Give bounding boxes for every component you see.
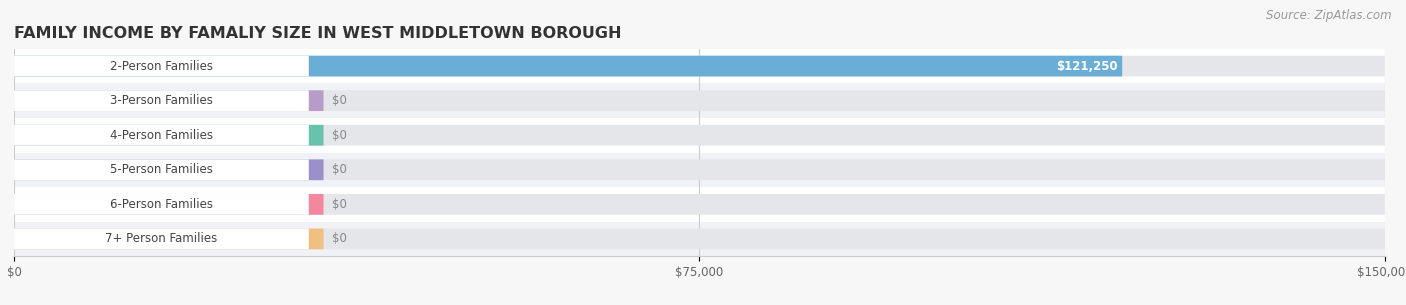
Text: $0: $0: [332, 129, 347, 142]
FancyBboxPatch shape: [14, 228, 1385, 249]
Text: $0: $0: [332, 198, 347, 211]
Text: 4-Person Families: 4-Person Families: [110, 129, 212, 142]
FancyBboxPatch shape: [14, 56, 1122, 77]
FancyBboxPatch shape: [14, 90, 309, 111]
FancyBboxPatch shape: [14, 160, 1385, 180]
FancyBboxPatch shape: [14, 125, 1385, 145]
Bar: [14, 222, 1385, 256]
Text: 6-Person Families: 6-Person Families: [110, 198, 212, 211]
Bar: [14, 83, 1385, 118]
FancyBboxPatch shape: [14, 160, 323, 180]
FancyBboxPatch shape: [14, 90, 1385, 111]
FancyBboxPatch shape: [14, 125, 323, 145]
FancyBboxPatch shape: [14, 90, 323, 111]
FancyBboxPatch shape: [14, 125, 309, 145]
Text: 3-Person Families: 3-Person Families: [110, 94, 212, 107]
FancyBboxPatch shape: [14, 160, 309, 180]
FancyBboxPatch shape: [14, 56, 1385, 77]
Text: $0: $0: [332, 232, 347, 246]
FancyBboxPatch shape: [14, 194, 1385, 215]
FancyBboxPatch shape: [14, 56, 309, 77]
Text: 2-Person Families: 2-Person Families: [110, 59, 212, 73]
FancyBboxPatch shape: [14, 228, 323, 249]
FancyBboxPatch shape: [14, 228, 309, 249]
Bar: [14, 49, 1385, 83]
Bar: [14, 187, 1385, 222]
FancyBboxPatch shape: [14, 194, 323, 215]
Text: $0: $0: [332, 163, 347, 176]
Text: $121,250: $121,250: [1056, 59, 1118, 73]
Bar: [14, 118, 1385, 152]
Text: $0: $0: [332, 94, 347, 107]
Text: FAMILY INCOME BY FAMALIY SIZE IN WEST MIDDLETOWN BOROUGH: FAMILY INCOME BY FAMALIY SIZE IN WEST MI…: [14, 26, 621, 41]
Bar: [14, 152, 1385, 187]
Text: 7+ Person Families: 7+ Person Families: [105, 232, 218, 246]
Text: Source: ZipAtlas.com: Source: ZipAtlas.com: [1267, 9, 1392, 22]
FancyBboxPatch shape: [14, 194, 309, 215]
Text: 5-Person Families: 5-Person Families: [110, 163, 212, 176]
